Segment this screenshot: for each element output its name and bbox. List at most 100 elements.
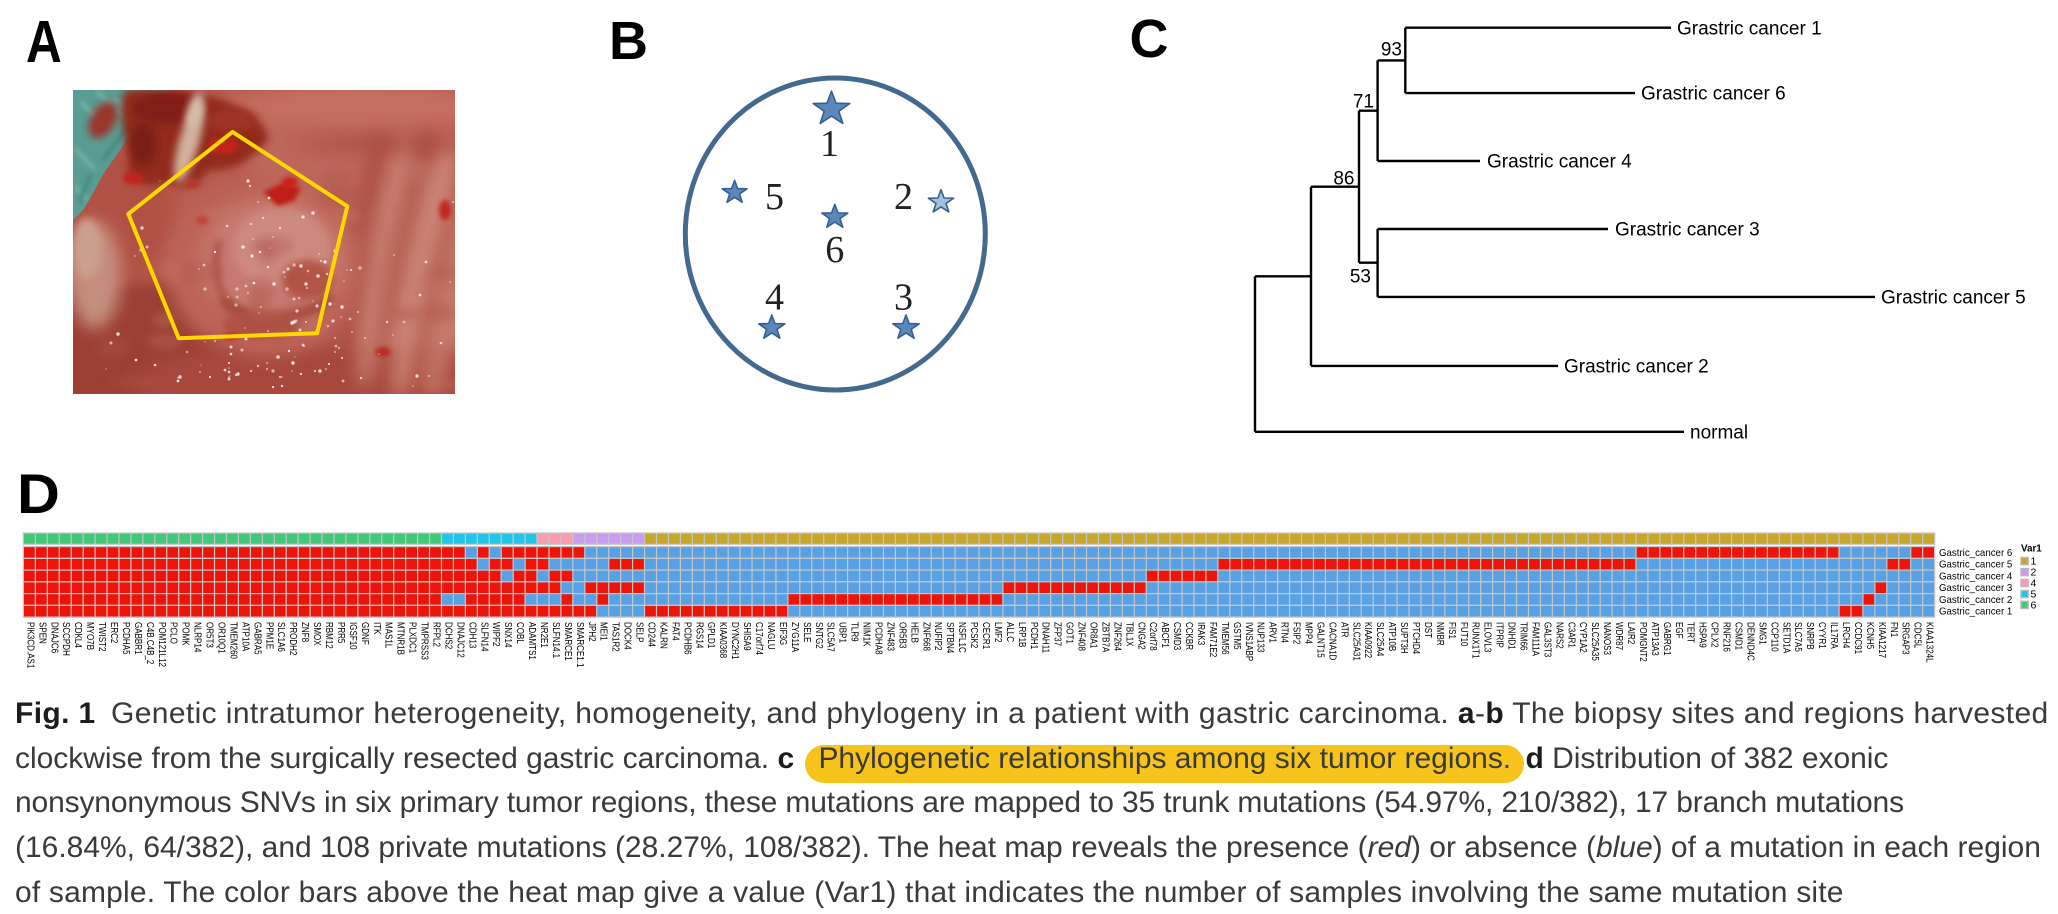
svg-text:DNAJC6: DNAJC6 (49, 622, 60, 653)
svg-text:CPLX2: CPLX2 (1709, 622, 1720, 647)
svg-text:Grastric cancer 1: Grastric cancer 1 (1677, 18, 1822, 39)
svg-text:5: 5 (765, 176, 784, 218)
svg-text:SLFN14: SLFN14 (479, 622, 490, 651)
svg-text:IRAK3: IRAK3 (1196, 622, 1207, 645)
svg-text:GSTM5: GSTM5 (1232, 622, 1243, 650)
svg-text:CDH13: CDH13 (467, 622, 478, 648)
svg-text:PRODH2: PRODH2 (288, 622, 299, 655)
svg-text:SNTG2: SNTG2 (814, 622, 825, 649)
svg-text:ZYG11A: ZYG11A (790, 622, 801, 653)
svg-text:MEI1: MEI1 (599, 622, 610, 641)
svg-text:KIAA0922: KIAA0922 (1363, 622, 1374, 658)
svg-text:ATP10A: ATP10A (240, 622, 251, 652)
svg-text:GDNF: GDNF (360, 622, 371, 645)
svg-text:ZFP37: ZFP37 (1052, 622, 1063, 646)
svg-text:ATP13A3: ATP13A3 (1650, 622, 1661, 656)
svg-text:Var1: Var1 (2021, 544, 2042, 555)
svg-text:NSFL1C: NSFL1C (957, 622, 968, 653)
svg-text:Gastric_cancer 2: Gastric_cancer 2 (1939, 595, 2012, 606)
svg-text:PCDHA5: PCDHA5 (121, 622, 132, 655)
svg-text:POMK: POMK (180, 622, 191, 646)
svg-text:CCP110: CCP110 (1769, 622, 1780, 652)
svg-text:PTCHD4: PTCHD4 (1411, 622, 1422, 654)
svg-text:1: 1 (2031, 556, 2037, 568)
svg-text:MPP4: MPP4 (1303, 622, 1314, 644)
svg-text:LRP1B: LRP1B (1017, 622, 1028, 647)
svg-text:SLC7A5: SLC7A5 (1793, 622, 1804, 652)
svg-text:PRR5: PRR5 (336, 622, 347, 643)
svg-text:SELE: SELE (802, 622, 813, 643)
svg-text:SETD1A: SETD1A (1781, 622, 1792, 654)
svg-text:RTN4: RTN4 (1279, 622, 1290, 643)
svg-text:CSMD3: CSMD3 (1172, 622, 1183, 650)
svg-text:Gastric_cancer 4: Gastric_cancer 4 (1939, 571, 2013, 582)
svg-text:PCDH1: PCDH1 (1029, 622, 1040, 649)
svg-text:Gastric_cancer 1: Gastric_cancer 1 (1939, 607, 2012, 618)
svg-text:SRGAP3: SRGAP3 (1901, 622, 1912, 655)
svg-text:ATP10B: ATP10B (1387, 622, 1398, 651)
svg-text:PIK3CD.AS1: PIK3CD.AS1 (25, 622, 36, 668)
svg-text:FAT4: FAT4 (670, 622, 681, 641)
svg-text:LAIR2: LAIR2 (1626, 622, 1637, 644)
svg-text:CDC5L: CDC5L (1912, 622, 1923, 648)
svg-text:4: 4 (2031, 577, 2037, 589)
svg-text:ABCF1: ABCF1 (1160, 622, 1171, 648)
svg-text:FSIP2: FSIP2 (1291, 622, 1302, 644)
svg-text:DNAJC12: DNAJC12 (455, 622, 466, 658)
svg-text:71: 71 (1353, 92, 1374, 113)
svg-text:ZNF408: ZNF408 (1076, 622, 1087, 651)
svg-text:TMEM260: TMEM260 (228, 622, 239, 659)
svg-text:RUNX1T1: RUNX1T1 (1470, 622, 1481, 659)
svg-text:POMGNT2: POMGNT2 (1638, 622, 1649, 662)
svg-text:C3AR1: C3AR1 (1566, 622, 1577, 648)
svg-text:Gastric_cancer 6: Gastric_cancer 6 (1939, 548, 2013, 559)
svg-text:6: 6 (2031, 599, 2037, 611)
svg-text:NAGLU: NAGLU (766, 622, 777, 650)
svg-text:PPM1E: PPM1E (264, 622, 275, 649)
svg-text:Grastric cancer 4: Grastric cancer 4 (1487, 152, 1632, 173)
svg-text:KCNH5: KCNH5 (1865, 622, 1876, 649)
svg-text:CCDC91: CCDC91 (1853, 622, 1864, 654)
svg-text:PCSK2: PCSK2 (969, 622, 980, 648)
svg-text:FIS1: FIS1 (1447, 622, 1458, 639)
svg-text:LMF2: LMF2 (993, 622, 1004, 643)
svg-text:TRIM66: TRIM66 (1518, 622, 1529, 651)
svg-text:IVNS1ABP: IVNS1ABP (1244, 622, 1255, 661)
svg-text:NR2E1: NR2E1 (539, 622, 550, 648)
svg-text:TAS1R2: TAS1R2 (610, 622, 621, 652)
svg-text:53: 53 (1350, 267, 1371, 288)
svg-text:CACNA1D: CACNA1D (1327, 622, 1338, 661)
svg-text:CCKBR: CCKBR (1184, 622, 1195, 650)
svg-text:SMARCE1: SMARCE1 (563, 622, 574, 661)
svg-text:86: 86 (1333, 169, 1354, 190)
svg-text:DST: DST (1423, 622, 1434, 638)
svg-text:LRCH4: LRCH4 (1841, 622, 1852, 648)
svg-text:KALRN: KALRN (658, 622, 669, 649)
svg-text:C4B.C4B_2: C4B.C4B_2 (145, 622, 156, 664)
svg-text:MTNR1B: MTNR1B (395, 622, 406, 655)
svg-text:GAL3ST3: GAL3ST3 (1542, 622, 1553, 657)
svg-text:TERT: TERT (1685, 622, 1696, 643)
svg-text:IL17RA: IL17RA (1829, 622, 1840, 649)
svg-text:WIPF2: WIPF2 (491, 622, 502, 647)
svg-text:GPLD1: GPLD1 (706, 622, 717, 648)
svg-text:OR10Q1: OR10Q1 (216, 622, 227, 654)
svg-text:OR5B3: OR5B3 (897, 622, 908, 648)
svg-text:NIM1K: NIM1K (861, 622, 872, 647)
svg-text:PLXDC1: PLXDC1 (407, 622, 418, 653)
svg-text:1: 1 (820, 123, 839, 165)
svg-text:POM121L12: POM121L12 (157, 622, 168, 667)
svg-text:NLRP14: NLRP14 (192, 622, 203, 652)
svg-text:SPEN: SPEN (37, 622, 48, 644)
svg-text:TWIST2: TWIST2 (97, 622, 108, 651)
svg-text:WDR87: WDR87 (1614, 622, 1625, 650)
svg-text:HSPA9: HSPA9 (1697, 622, 1708, 648)
svg-text:GABRG1: GABRG1 (1662, 622, 1673, 655)
svg-text:CSMD1: CSMD1 (1733, 622, 1744, 650)
svg-text:SLC5A7: SLC5A7 (825, 622, 836, 652)
svg-text:CNGA2: CNGA2 (1136, 622, 1147, 650)
svg-text:RNF216: RNF216 (1721, 622, 1732, 652)
svg-text:ADAMTS1: ADAMTS1 (527, 622, 538, 660)
svg-text:SMG1: SMG1 (1757, 622, 1768, 645)
svg-text:MYO7B: MYO7B (85, 622, 96, 650)
